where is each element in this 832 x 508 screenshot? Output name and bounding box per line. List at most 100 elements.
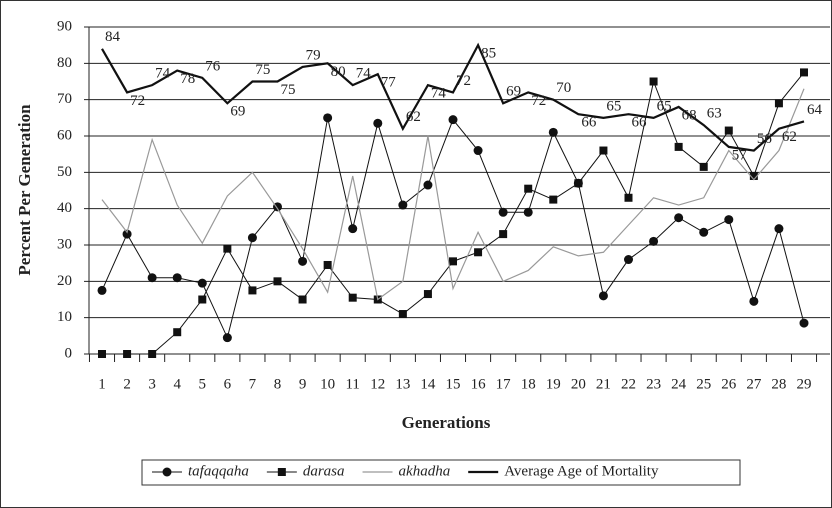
point <box>123 350 132 358</box>
data-label: 74 <box>155 66 171 82</box>
point <box>198 295 207 304</box>
x-tick-label: 25 <box>696 376 711 392</box>
point <box>449 257 457 266</box>
data-label: 85 <box>481 46 496 62</box>
data-label: 66 <box>632 115 648 131</box>
x-tick-label: 2 <box>123 376 131 392</box>
point <box>423 180 433 190</box>
point <box>147 273 157 283</box>
point <box>172 273 182 283</box>
data-label: 69 <box>230 104 245 120</box>
point <box>799 318 809 328</box>
data-label: 72 <box>456 73 471 89</box>
series-line <box>101 88 805 301</box>
x-tick-label: 23 <box>646 376 661 392</box>
point <box>498 207 508 217</box>
x-tick-label: 7 <box>249 376 257 392</box>
point <box>624 193 633 202</box>
data-label: 74 <box>431 86 447 102</box>
data-label: 66 <box>581 115 597 131</box>
x-tick-label: 3 <box>148 376 156 392</box>
x-tick-label: 11 <box>345 376 359 392</box>
point <box>549 195 558 204</box>
point <box>173 328 182 337</box>
series-line <box>101 42 805 152</box>
point <box>273 277 282 286</box>
data-label: 79 <box>306 47 321 63</box>
point <box>248 286 257 295</box>
point <box>524 184 533 193</box>
point <box>247 233 257 243</box>
data-label: 78 <box>180 71 195 87</box>
x-tick-label: 4 <box>173 376 181 392</box>
x-tick-label: 10 <box>320 376 335 392</box>
data-label: 69 <box>506 84 521 100</box>
point <box>323 113 333 123</box>
data-label: 75 <box>281 82 296 98</box>
point <box>699 162 708 171</box>
point <box>674 213 684 223</box>
x-tick-label: 19 <box>546 376 561 392</box>
x-tick-label: 17 <box>496 376 512 392</box>
point <box>148 350 157 358</box>
series-line <box>101 117 805 340</box>
point <box>398 200 408 210</box>
legend-label: Average Age of Mortality <box>504 463 659 479</box>
y-tick-label: 20 <box>57 273 72 289</box>
point <box>373 118 383 128</box>
point <box>398 310 407 319</box>
point <box>473 146 483 156</box>
x-tick-label: 5 <box>199 376 207 392</box>
data-label: 70 <box>556 80 571 96</box>
point <box>323 260 332 269</box>
point <box>223 244 232 253</box>
point <box>298 295 307 304</box>
data-label: 74 <box>356 66 372 82</box>
point <box>724 215 734 225</box>
point <box>222 333 232 343</box>
point <box>122 229 132 239</box>
data-label: 65 <box>657 98 672 114</box>
series-line <box>102 72 805 355</box>
point <box>348 293 357 302</box>
y-tick-label: 0 <box>65 345 73 361</box>
data-label: 80 <box>331 64 346 80</box>
x-tick-label: 18 <box>521 376 536 392</box>
point <box>474 248 483 257</box>
point <box>97 285 107 295</box>
point <box>548 127 558 137</box>
x-tick-label: 15 <box>446 376 461 392</box>
point <box>774 224 784 234</box>
point <box>674 142 683 151</box>
data-label: 56 <box>757 131 773 147</box>
point <box>348 224 358 234</box>
x-tick-label: 6 <box>224 376 232 392</box>
x-tick-label: 26 <box>721 376 737 392</box>
data-label: 77 <box>381 75 397 91</box>
data-label: 75 <box>255 62 270 78</box>
data-label: 84 <box>105 29 121 45</box>
point <box>774 99 783 108</box>
y-axis-label: Percent Per Generation <box>15 104 34 276</box>
y-tick-label: 60 <box>57 127 72 143</box>
x-tick-label: 21 <box>596 376 611 392</box>
x-tick-label: 16 <box>471 376 487 392</box>
point <box>599 146 608 155</box>
point <box>423 290 432 299</box>
point <box>197 278 207 288</box>
x-tick-label: 28 <box>771 376 786 392</box>
x-tick-label: 14 <box>420 376 436 392</box>
x-tick-label: 27 <box>746 376 762 392</box>
data-label: 72 <box>130 93 145 109</box>
legend-label: akhadha <box>399 463 451 479</box>
point <box>98 350 106 358</box>
x-tick-label: 29 <box>797 376 812 392</box>
y-tick-label: 70 <box>57 91 72 107</box>
point <box>499 230 508 239</box>
data-label: 63 <box>707 106 722 122</box>
legend-label: darasa <box>303 463 345 479</box>
y-tick-label: 10 <box>57 309 72 325</box>
data-label: 65 <box>606 98 621 114</box>
point <box>699 227 709 237</box>
y-tick-label: 40 <box>57 200 72 216</box>
